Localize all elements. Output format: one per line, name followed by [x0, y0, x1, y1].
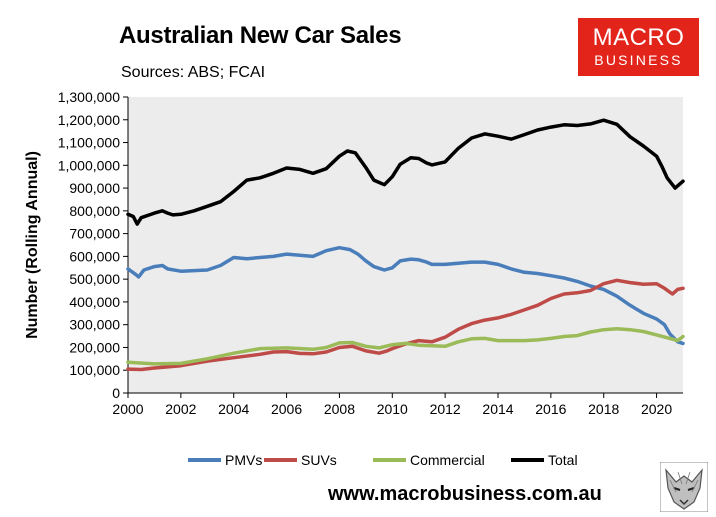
x-tick-label: 2004 [218, 401, 249, 417]
x-tick-label: 2002 [165, 401, 196, 417]
y-tick-label: 400,000 [69, 294, 120, 310]
logo-line-1: MACRO [592, 24, 685, 51]
y-tick-label: 100,000 [69, 362, 120, 378]
y-tick-label: 1,000,000 [58, 157, 120, 173]
x-tick-label: 2012 [430, 401, 461, 417]
chart-title: Australian New Car Sales [119, 22, 402, 49]
series-line-pmvs [126, 245, 685, 346]
x-tick-label: 2020 [641, 401, 672, 417]
legend-label-commercial: Commercial [410, 452, 485, 468]
x-tick-label: 2016 [535, 401, 566, 417]
x-tick-label: 2018 [588, 401, 619, 417]
macro-business-logo: MACRO BUSINESS [578, 18, 699, 76]
wolf-icon [660, 462, 708, 512]
plot-area [128, 97, 683, 393]
footer-url: www.macrobusiness.com.au [328, 483, 602, 505]
x-tick-label: 2010 [377, 401, 408, 417]
y-tick-label: 0 [112, 385, 120, 401]
y-axis-label: Number (Rolling Annual) [24, 151, 41, 339]
x-tick-label: 2014 [482, 401, 513, 417]
x-tick-label: 2000 [112, 401, 143, 417]
series-line-total [126, 118, 685, 226]
y-tick-label: 900,000 [69, 180, 120, 196]
y-tick-label: 300,000 [69, 317, 120, 333]
y-tick-label: 500,000 [69, 271, 120, 287]
y-tick-label: 700,000 [69, 226, 120, 242]
logo-line-2: BUSINESS [594, 52, 683, 68]
x-tick-label: 2006 [271, 401, 302, 417]
y-tick-label: 1,300,000 [58, 89, 120, 105]
series-line-commercial [126, 327, 685, 366]
chart-subtitle: Sources: ABS; FCAI [121, 64, 266, 81]
y-tick-label: 600,000 [69, 248, 120, 264]
x-tick-label: 2008 [324, 401, 355, 417]
legend-label-pmvs: PMVs [225, 452, 262, 468]
y-tick-label: 1,100,000 [58, 135, 120, 151]
y-tick-label: 800,000 [69, 203, 120, 219]
y-tick-label: 1,200,000 [58, 112, 120, 128]
legend-label-total: Total [548, 452, 578, 468]
series-line-suvs [126, 278, 685, 372]
y-tick-label: 200,000 [69, 339, 120, 355]
legend-label-suvs: SUVs [301, 452, 337, 468]
